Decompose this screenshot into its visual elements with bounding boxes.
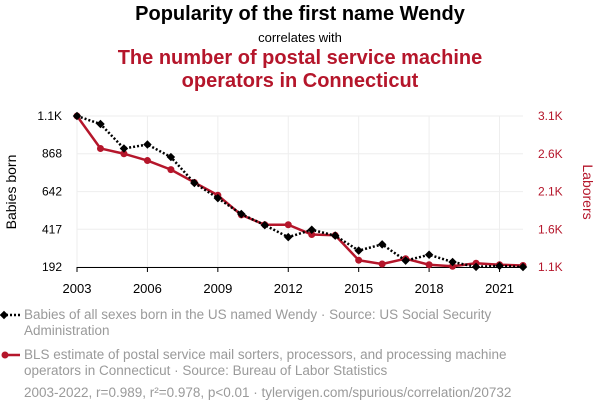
legend-swatch-series1 <box>0 310 20 320</box>
chart-title: Popularity of the first name Wendy <box>135 3 465 25</box>
chart-subtitle-line2: operators in Connecticut <box>181 70 419 92</box>
series1-point <box>190 178 199 188</box>
series1-point <box>377 240 387 249</box>
series1-point <box>448 257 457 267</box>
series-layer <box>72 111 528 272</box>
left-tick-label: 868 <box>42 147 62 161</box>
series2-point <box>96 144 104 152</box>
right-tick-label: 1.6K <box>538 222 563 236</box>
series1-point <box>354 246 363 255</box>
series1-point <box>166 152 176 162</box>
footer-caption: 2003-2022, r=0.989, r²=0.978, p<0.01 · t… <box>24 385 512 400</box>
series1-point <box>72 111 82 121</box>
x-tick-label: 2021 <box>485 281 514 296</box>
chart-subtitle-line1: The number of postal service machine <box>117 47 483 69</box>
series1-line <box>76 114 524 269</box>
right-axis-label: Laborers <box>580 164 596 219</box>
series2-point <box>308 231 316 239</box>
series1-point <box>143 140 152 149</box>
series2-point <box>378 260 386 268</box>
series2-point <box>355 256 363 264</box>
series1-point <box>330 231 340 240</box>
right-tick-label: 3.1K <box>538 109 563 123</box>
series2-point <box>425 261 433 269</box>
series2-point <box>449 262 457 270</box>
series2-point <box>284 221 292 229</box>
series2-line <box>75 115 524 268</box>
right-tick-label: 1.1K <box>538 260 563 274</box>
x-tick-label: 2015 <box>344 281 373 296</box>
right-tick-label: 2.6K <box>538 147 563 161</box>
axes: 192 417 642 868 1.1K 1.1K 1.6K 2.1K 2.6K 3.1K 2003… <box>37 109 562 296</box>
series1-point <box>119 144 129 153</box>
series1-point <box>471 262 481 272</box>
left-tick-label: 642 <box>42 185 62 199</box>
series1-point <box>213 193 223 203</box>
x-tick-label: 2006 <box>133 281 162 296</box>
series1-point <box>401 256 410 265</box>
chart-plot: 192 417 642 868 1.1K 1.1K 1.6K 2.1K 2.6K 3.1K 2003… <box>3 109 596 296</box>
series1-point <box>284 232 293 242</box>
grid-lines <box>76 115 523 268</box>
x-tick-label: 2018 <box>415 281 444 296</box>
series2-point <box>120 150 128 158</box>
series1-point <box>96 119 105 129</box>
series2-point <box>143 157 151 165</box>
left-tick-label: 417 <box>42 222 62 236</box>
series1-point <box>518 262 528 272</box>
series2-point <box>167 166 175 174</box>
x-tick-label: 2012 <box>274 281 303 296</box>
chart-connector: correlates with <box>258 30 342 45</box>
series1-point <box>307 225 316 235</box>
legend-swatch-series2 <box>1 351 20 359</box>
left-tick-label: 1.1K <box>37 109 62 123</box>
series1-point <box>495 261 504 271</box>
left-axis-label: Babies born <box>3 155 19 230</box>
series1-point <box>260 220 270 230</box>
x-tick-label: 2009 <box>203 281 232 296</box>
right-tick-label: 2.1K <box>538 185 563 199</box>
x-tick-label: 2003 <box>63 281 92 296</box>
series1-point <box>424 250 434 260</box>
chart-subtitle: The number of postal service machine ope… <box>0 47 600 93</box>
legend-text-series2: BLS estimate of postal service mail sort… <box>24 347 507 378</box>
series1-point <box>237 209 246 219</box>
legend-text-series1: Babies of all sexes born in the US named… <box>24 307 492 338</box>
left-tick-label: 192 <box>42 260 62 274</box>
